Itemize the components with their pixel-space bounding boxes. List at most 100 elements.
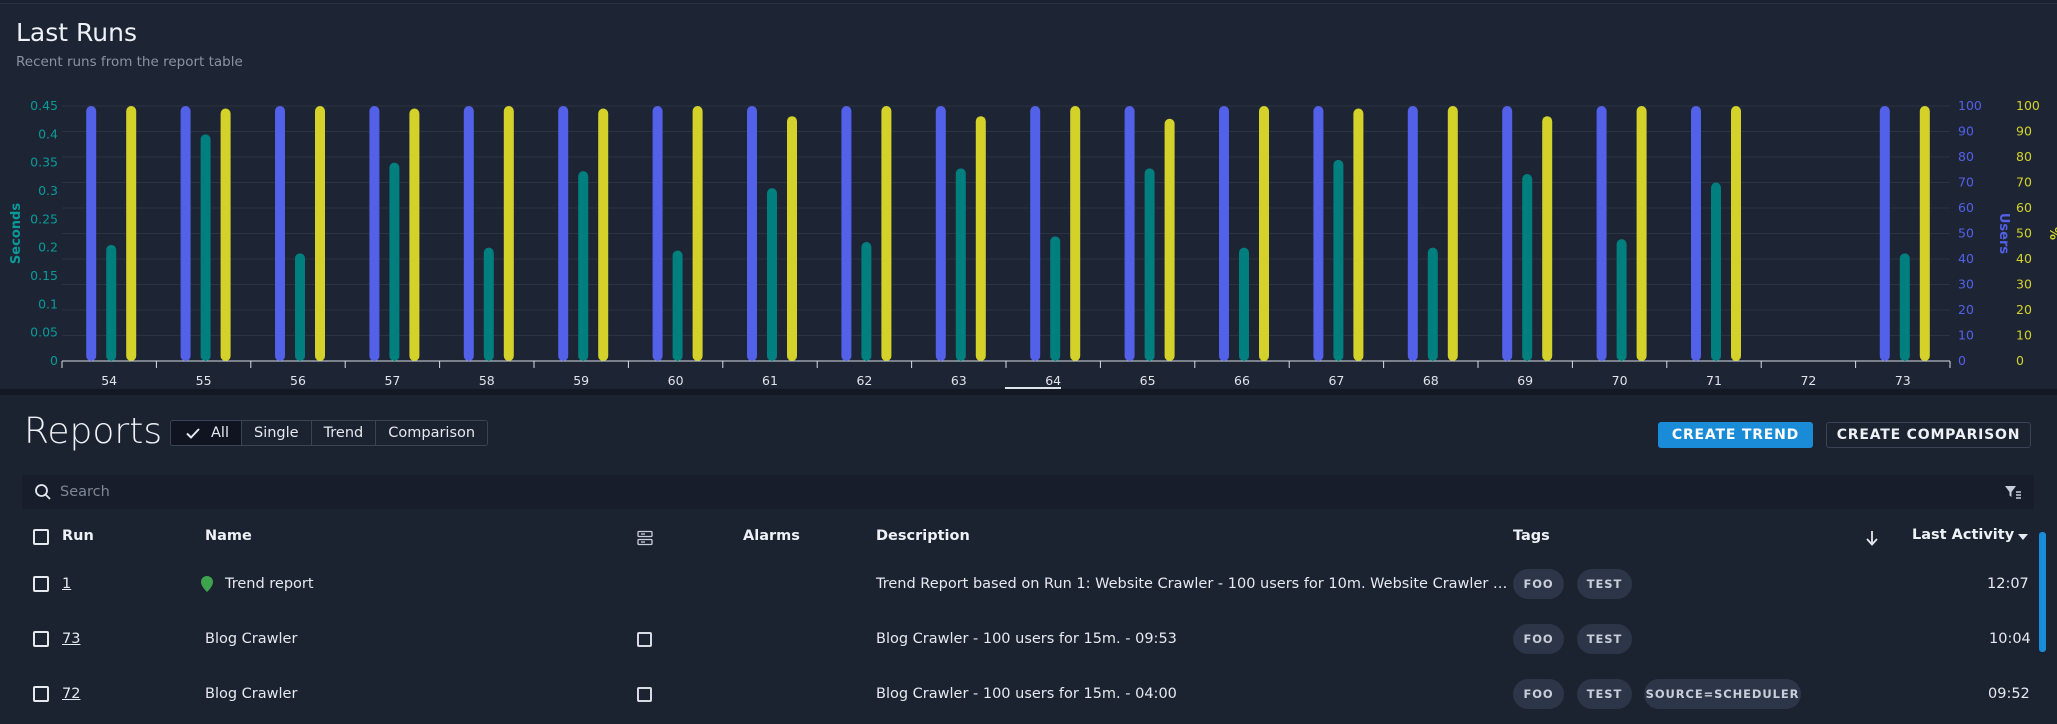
x-axis-category-label: 67 — [1328, 373, 1344, 388]
last-activity-time: 09:52 — [1988, 686, 2030, 702]
bar-seconds — [1050, 236, 1061, 361]
chevron-down-icon — [2018, 534, 2028, 540]
table-row[interactable]: 73 Blog Crawler Blog Crawler - 100 users… — [0, 617, 2057, 671]
column-description[interactable]: Description — [876, 528, 970, 544]
bar-percent — [1353, 108, 1364, 361]
y-axis-tick-label-percent: 100 — [2016, 98, 2040, 113]
y-axis-tick-label-percent: 20 — [2016, 302, 2032, 317]
bar-seconds — [1427, 247, 1438, 361]
tag-badge[interactable]: TEST — [1577, 624, 1632, 654]
table-row[interactable]: 1 Trend report Trend Report based on Run… — [0, 562, 2057, 616]
report-name[interactable]: Trend report — [225, 576, 314, 592]
y-axis-tick-label-users: 100 — [1958, 98, 1982, 113]
search-input[interactable] — [60, 475, 1960, 509]
row-option-checkbox[interactable] — [637, 687, 652, 702]
bar-users — [86, 106, 97, 361]
column-tags[interactable]: Tags — [1513, 528, 1550, 544]
report-name[interactable]: Blog Crawler — [205, 686, 298, 702]
bar-users — [1219, 106, 1229, 361]
column-run[interactable]: Run — [62, 528, 94, 544]
filter-comparison-button[interactable]: Comparison — [376, 421, 488, 445]
y-axis-tick-label: 0.45 — [30, 98, 58, 113]
bar-percent — [1731, 106, 1741, 361]
x-axis-category-label: 65 — [1140, 373, 1156, 388]
create-trend-button[interactable]: CREATE TREND — [1658, 422, 1813, 448]
x-axis-category-label: 69 — [1517, 373, 1533, 388]
tag-badge[interactable]: SOURCE=SCHEDULER — [1644, 679, 1801, 709]
reports-panel: Reports All Single Trend Comparison CREA… — [0, 395, 2057, 724]
bar-percent — [1070, 106, 1081, 361]
run-number-link[interactable]: 73 — [62, 631, 81, 647]
select-all-checkbox[interactable] — [33, 529, 49, 545]
tag-badge[interactable]: TEST — [1577, 569, 1632, 599]
table-header: Run Name Alarms Description Tags Last Ac… — [0, 522, 2057, 652]
x-axis-category-label: 54 — [101, 373, 117, 388]
filter-list-icon[interactable] — [2004, 484, 2022, 500]
row-checkbox[interactable] — [33, 686, 49, 702]
tag-badge[interactable]: FOO — [1513, 569, 1564, 599]
last-activity-time: 12:07 — [1987, 576, 2029, 592]
bar-percent — [126, 106, 137, 361]
bar-seconds — [1144, 168, 1155, 361]
row-checkbox[interactable] — [33, 631, 49, 647]
tag-badge[interactable]: FOO — [1513, 624, 1564, 654]
y-axis-tick-label: 0.35 — [30, 155, 58, 170]
x-axis-category-label: 58 — [479, 373, 495, 388]
y-axis-tick-label-percent: 10 — [2016, 328, 2032, 343]
run-number-link[interactable]: 72 — [62, 686, 81, 702]
bar-users — [1313, 106, 1324, 361]
table-scrollbar[interactable] — [2039, 532, 2046, 652]
table-row[interactable]: 72 Blog Crawler Blog Crawler - 100 users… — [0, 672, 2057, 724]
tag-badge[interactable]: TEST — [1577, 679, 1632, 709]
filter-single-button[interactable]: Single — [241, 421, 312, 445]
column-alarms[interactable]: Alarms — [743, 528, 800, 544]
x-axis-category-label: 70 — [1612, 373, 1628, 388]
y-axis-tick-label-percent: 90 — [2016, 124, 2032, 139]
column-name[interactable]: Name — [205, 528, 252, 544]
y-axis-tick-label-users: 40 — [1958, 251, 1974, 266]
bar-seconds — [1899, 253, 1910, 361]
row-checkbox[interactable] — [33, 576, 49, 592]
y-axis-tick-label-users: 80 — [1958, 149, 1974, 164]
bar-users — [1502, 106, 1513, 361]
y-axis-title-percent: % — [2046, 227, 2057, 240]
y-axis-tick-label-users: 70 — [1958, 175, 1974, 190]
y-axis-tick-label-percent: 50 — [2016, 226, 2032, 241]
bar-seconds — [389, 162, 400, 361]
column-settings-icon[interactable] — [637, 530, 653, 546]
chart-subtitle: Recent runs from the report table — [16, 54, 243, 70]
report-description: Trend Report based on Run 1: Website Cra… — [876, 576, 1508, 592]
y-axis-tick-label: 0.15 — [30, 268, 58, 283]
y-axis-title-users: Users — [1996, 213, 2011, 255]
y-axis-tick-label: 0.05 — [30, 325, 58, 340]
y-axis-tick-label-users: 20 — [1958, 302, 1974, 317]
bar-seconds — [955, 168, 966, 361]
bar-percent — [220, 108, 231, 361]
bar-percent — [692, 106, 703, 361]
y-axis-tick-label-users: 60 — [1958, 200, 1974, 215]
x-axis-category-label: 64 — [1045, 373, 1061, 388]
x-axis-category-label: 57 — [384, 373, 400, 388]
bar-users — [935, 106, 946, 361]
bar-users — [1124, 106, 1135, 361]
tag-badge[interactable]: FOO — [1513, 679, 1564, 709]
bar-percent — [1447, 106, 1458, 361]
y-axis-tick-label-percent: 0 — [2016, 353, 2024, 368]
create-comparison-button[interactable]: CREATE COMPARISON — [1826, 422, 2031, 448]
last-runs-chart: 0 0.05 0.1 0.15 0.2 0.25 0.3 0.35 0.4 0.45 Seconds… — [9, 98, 2057, 388]
sort-arrow-down-icon[interactable] — [1865, 529, 1879, 547]
x-axis-category-label: 56 — [290, 373, 306, 388]
bar-seconds — [1239, 247, 1249, 361]
y-axis-tick-label-percent: 30 — [2016, 277, 2032, 292]
filter-all-button[interactable]: All — [171, 421, 242, 445]
bar-users — [1030, 106, 1041, 361]
bar-percent — [1636, 106, 1647, 361]
bar-seconds — [672, 250, 683, 361]
filter-trend-button[interactable]: Trend — [311, 421, 377, 445]
row-option-checkbox[interactable] — [637, 632, 652, 647]
bar-percent — [787, 116, 797, 361]
report-name[interactable]: Blog Crawler — [205, 631, 298, 647]
chart-scroll-indicator[interactable] — [1005, 387, 1061, 389]
run-number-link[interactable]: 1 — [62, 576, 72, 592]
bar-percent — [598, 108, 609, 361]
